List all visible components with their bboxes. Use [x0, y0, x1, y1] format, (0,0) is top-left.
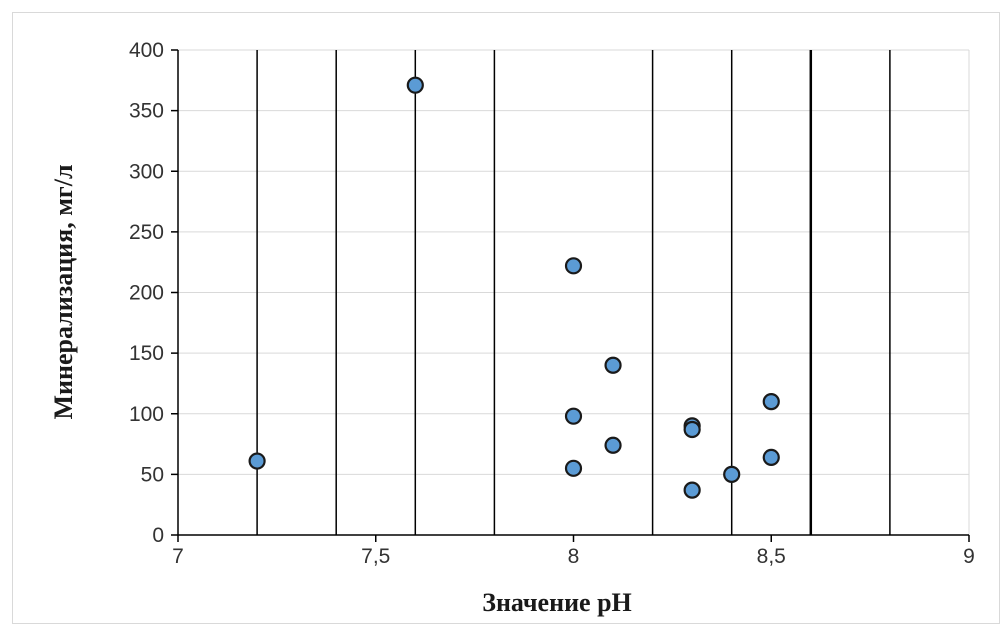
- data-point: [564, 407, 583, 425]
- gridlines: [178, 49, 970, 535]
- y-tick-label: 150: [129, 342, 164, 365]
- y-tick-label: 400: [129, 39, 164, 62]
- y-tick-label: 350: [129, 100, 164, 123]
- x-tick-label: 7: [172, 545, 184, 568]
- y-tick-label: 250: [129, 221, 164, 244]
- y-tick-label: 0: [152, 524, 164, 547]
- y-tick-label: 50: [141, 463, 164, 486]
- data-points: [248, 76, 780, 499]
- x-axis-title: Значение pH: [482, 588, 632, 617]
- x-tick-label: 9: [963, 545, 975, 568]
- tick-labels: 0 50 100 150 200 250 300 350 400 7 7,5 8 8,5 9: [129, 39, 975, 568]
- data-point: [604, 356, 622, 374]
- data-point: [762, 393, 780, 411]
- x-tick-label: 8,5: [757, 545, 786, 568]
- data-point: [564, 459, 583, 477]
- data-point: [604, 436, 622, 454]
- x-tick-label: 8: [568, 545, 580, 568]
- data-point: [683, 420, 701, 439]
- data-point: [683, 481, 701, 499]
- y-tick-label: 300: [129, 160, 164, 183]
- y-tick-label: 100: [129, 403, 164, 426]
- y-axis-title: Минерализация, мг/л: [49, 164, 78, 419]
- data-point: [248, 452, 266, 470]
- data-point: [564, 257, 583, 275]
- vertical-lines: [256, 50, 891, 535]
- y-tick-label: 200: [129, 282, 164, 305]
- x-tick-label: 7,5: [361, 545, 390, 568]
- axes: [171, 49, 970, 542]
- data-point: [762, 448, 780, 466]
- data-point: [406, 76, 424, 94]
- data-point: [723, 465, 741, 483]
- chart-frame: [12, 12, 1000, 624]
